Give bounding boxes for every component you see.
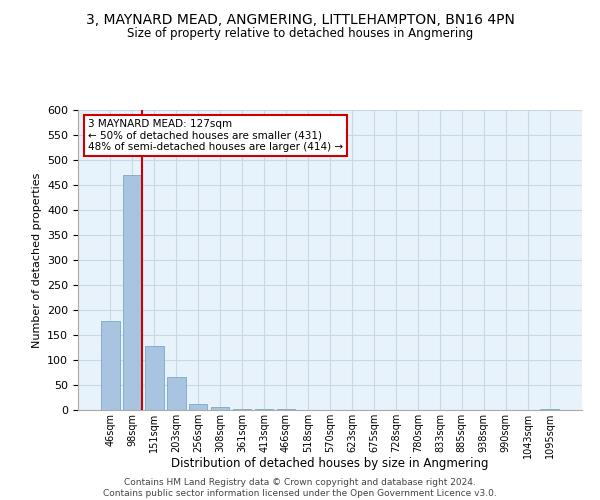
Bar [211,407,229,410]
Bar [541,409,559,410]
Bar [277,409,295,410]
Bar [189,404,208,410]
Bar [123,175,142,410]
Text: Distribution of detached houses by size in Angmering: Distribution of detached houses by size … [171,458,489,470]
Bar [255,408,274,410]
Text: Contains HM Land Registry data © Crown copyright and database right 2024.
Contai: Contains HM Land Registry data © Crown c… [103,478,497,498]
Bar [145,346,164,410]
Bar [167,376,185,410]
Bar [101,321,119,410]
Y-axis label: Number of detached properties: Number of detached properties [32,172,41,348]
Bar [233,408,251,410]
Text: Size of property relative to detached houses in Angmering: Size of property relative to detached ho… [127,28,473,40]
Text: 3, MAYNARD MEAD, ANGMERING, LITTLEHAMPTON, BN16 4PN: 3, MAYNARD MEAD, ANGMERING, LITTLEHAMPTO… [86,12,514,26]
Text: 3 MAYNARD MEAD: 127sqm
← 50% of detached houses are smaller (431)
48% of semi-de: 3 MAYNARD MEAD: 127sqm ← 50% of detached… [88,119,343,152]
